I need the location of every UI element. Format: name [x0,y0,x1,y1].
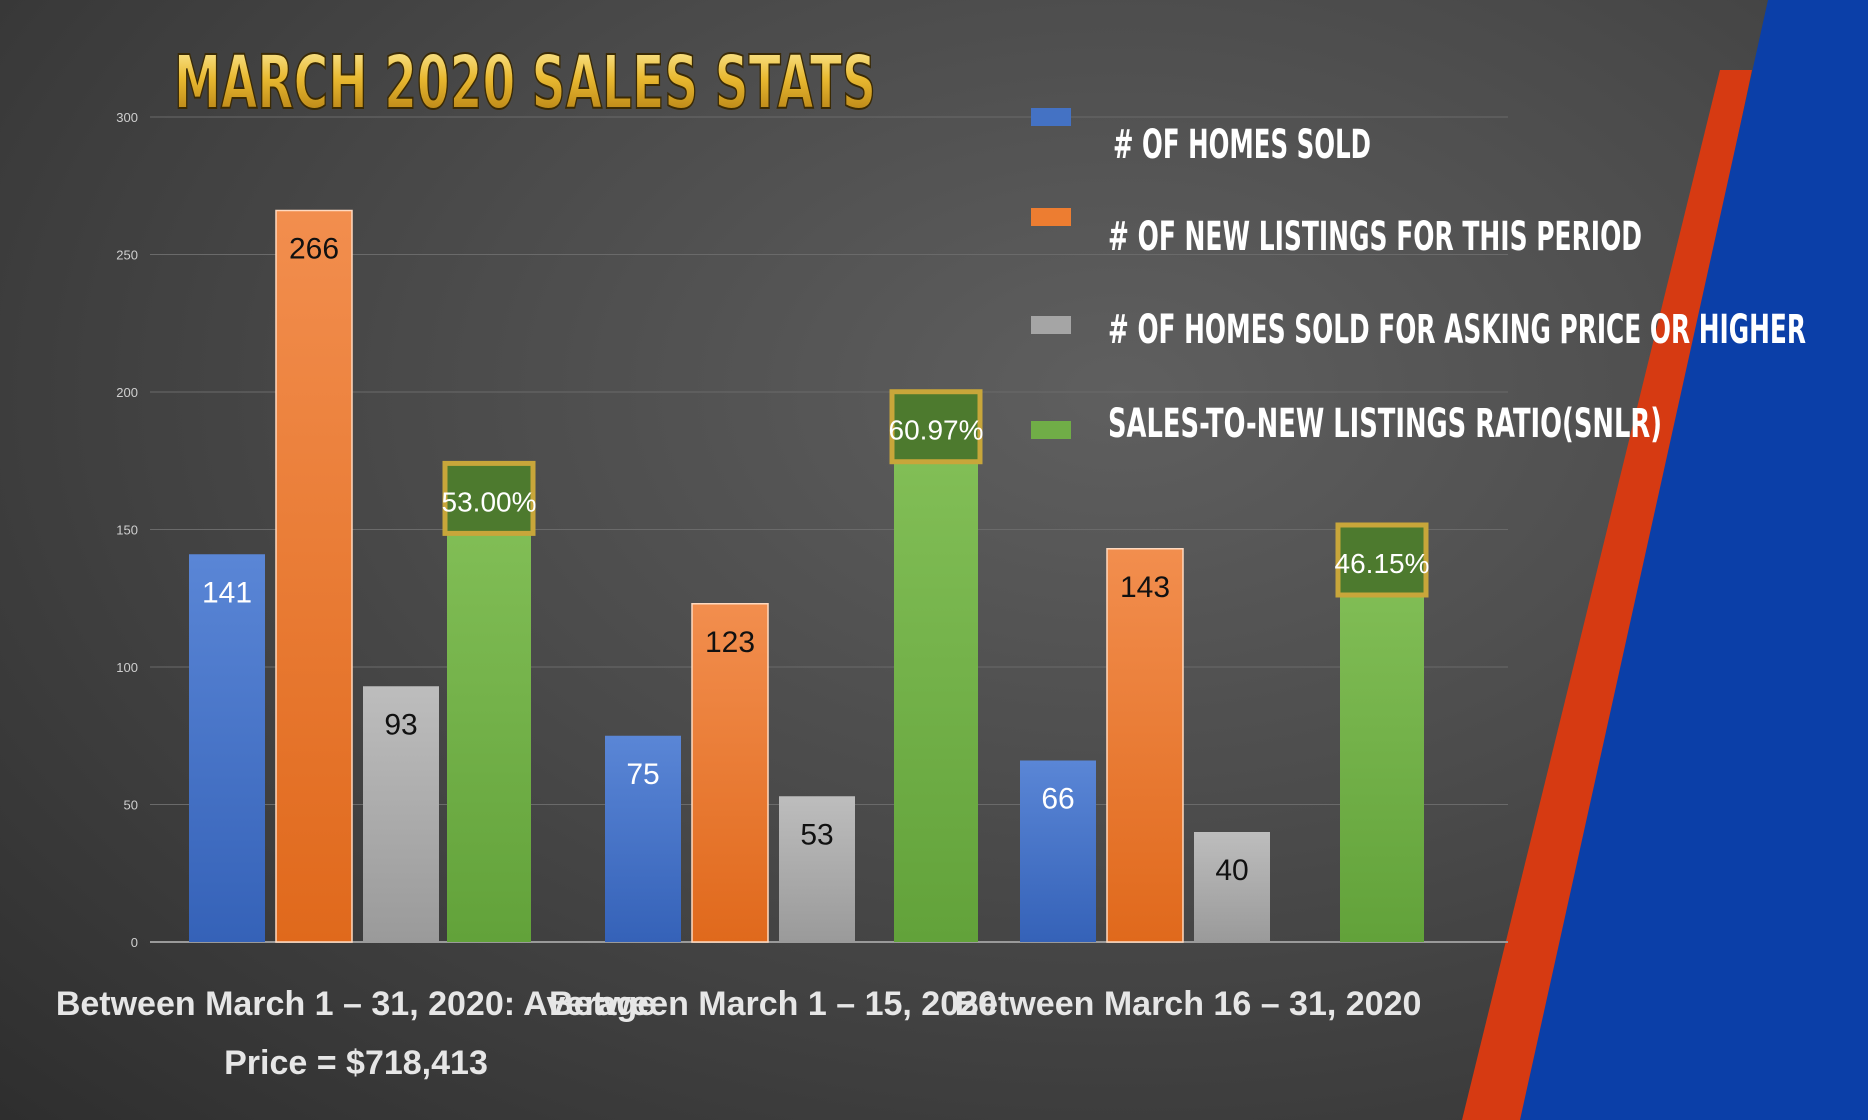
bar-sold-asking [779,796,855,942]
y-tick-label: 50 [124,798,138,813]
x-axis: Between March 1 – 31, 2020: Average Price… [56,985,1422,1082]
snlr-label-box [1335,522,1429,598]
bar-sold-asking [363,686,439,942]
legend-label-homes-sold: # OF HOMES SOLD [1113,122,1371,168]
legend-swatch-sold-asking [1031,316,1071,334]
y-tick-label: 250 [116,248,138,263]
data-label-homes-sold: 141 [202,576,252,609]
data-label-sold-asking: 53 [800,818,833,851]
x-category-label: Price = $718,413 [224,1044,488,1082]
blue-stripe [1520,0,1868,1120]
bar-new-listings [275,209,353,943]
y-tick-label: 300 [116,110,138,125]
snlr-label-box [889,389,983,465]
legend-label-sold-asking: # OF HOMES SOLD FOR ASKING PRICE OR HIGH… [1108,307,1806,353]
legend-swatch-snlr [1031,421,1071,439]
x-category-label: Between March 1 – 31, 2020: Average [56,985,656,1023]
data-label-homes-sold: 66 [1041,783,1074,816]
bar-sold-asking [1194,832,1270,942]
data-label-sold-asking: 93 [384,708,417,741]
bar-snlr [447,465,531,942]
x-category-label: Between March 1 – 15, 2020 [549,985,997,1023]
y-tick-label: 150 [116,523,138,538]
legend: # OF HOMES SOLD # OF NEW LISTINGS FOR TH… [1031,108,1806,447]
bar-homes-sold [189,554,265,942]
legend-label-new-listings: # OF NEW LISTINGS FOR THIS PERIOD [1108,214,1642,260]
bar-new-listings [1106,548,1184,943]
red-stripe [1462,70,1752,1120]
data-label-snlr: 46.15% [1335,548,1430,579]
legend-swatch-homes-sold [1031,108,1071,126]
y-tick-label: 200 [116,385,138,400]
bar-new-listings [691,603,769,943]
data-label-new-listings: 266 [289,233,339,266]
legend-label-snlr: SALES-TO-NEW LISTINGS RATIO(SNLR) [1108,401,1662,447]
data-label-homes-sold: 75 [626,758,659,791]
data-label-sold-asking: 40 [1215,854,1248,887]
data-label-snlr: 60.97% [889,415,984,446]
y-tick-label: 100 [116,660,138,675]
bar-snlr [894,393,978,942]
page-title: MARCH 2020 SALES STATS [174,40,876,126]
bar-homes-sold [1020,760,1096,942]
bars: 141 75 66 266 123 143 93 53 40 53.00% 60.97% 46.15% [189,209,1430,943]
data-label-new-listings: 123 [705,626,755,659]
snlr-label-box [442,460,536,536]
bar-homes-sold [605,735,681,942]
data-label-new-listings: 143 [1120,571,1170,604]
legend-swatch-new-listings [1031,208,1071,226]
y-axis: 0 50 100 150 200 250 300 [116,110,138,950]
data-label-snlr: 53.00% [442,486,537,517]
y-tick-label: 0 [131,935,138,950]
x-category-label: Between March 16 – 31, 2020 [955,985,1422,1023]
